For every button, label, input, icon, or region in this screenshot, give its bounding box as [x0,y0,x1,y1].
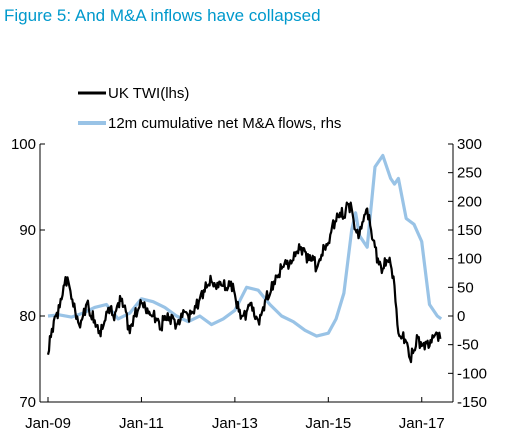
x-tick-label: Jan-11 [119,415,164,432]
x-tick-label: Jan-09 [25,415,71,432]
lines [46,153,443,364]
right-tick-label: 100 [457,251,482,268]
left-tick-label: 70 [19,394,36,411]
right-tick-label: 300 [457,136,482,153]
x-tick-label: Jan-15 [305,415,351,432]
right-tick-label: -50 [457,337,479,354]
right-tick-label: 0 [457,308,465,325]
right-tick-label: 250 [457,165,482,182]
x-tick-label: Jan-13 [212,415,258,432]
legend: UK TWI(lhs) 12m cumulative net M&A flows,… [78,85,341,132]
left-tick-label: 90 [19,222,36,239]
axes: 70 80 90 100 -150 -100 -50 0 50 100 150 200 250 300 Ja… [11,136,487,432]
right-tick-label: -150 [457,394,487,411]
left-tick-label: 100 [11,136,36,153]
legend-label: 12m cumulative net M&A flows, rhs [108,115,341,132]
left-tick-label: 80 [19,308,36,325]
right-tick-label: 150 [457,222,482,239]
series-line-uk-twi [46,201,442,364]
right-tick-label: 50 [457,279,474,296]
figure-title: Figure 5: And M&A inflows have collapsed [4,6,321,25]
legend-label: UK TWI(lhs) [108,85,189,102]
right-tick-label: 200 [457,193,482,210]
x-tick-label: Jan-17 [399,415,445,432]
right-tick-label: -100 [457,365,487,382]
